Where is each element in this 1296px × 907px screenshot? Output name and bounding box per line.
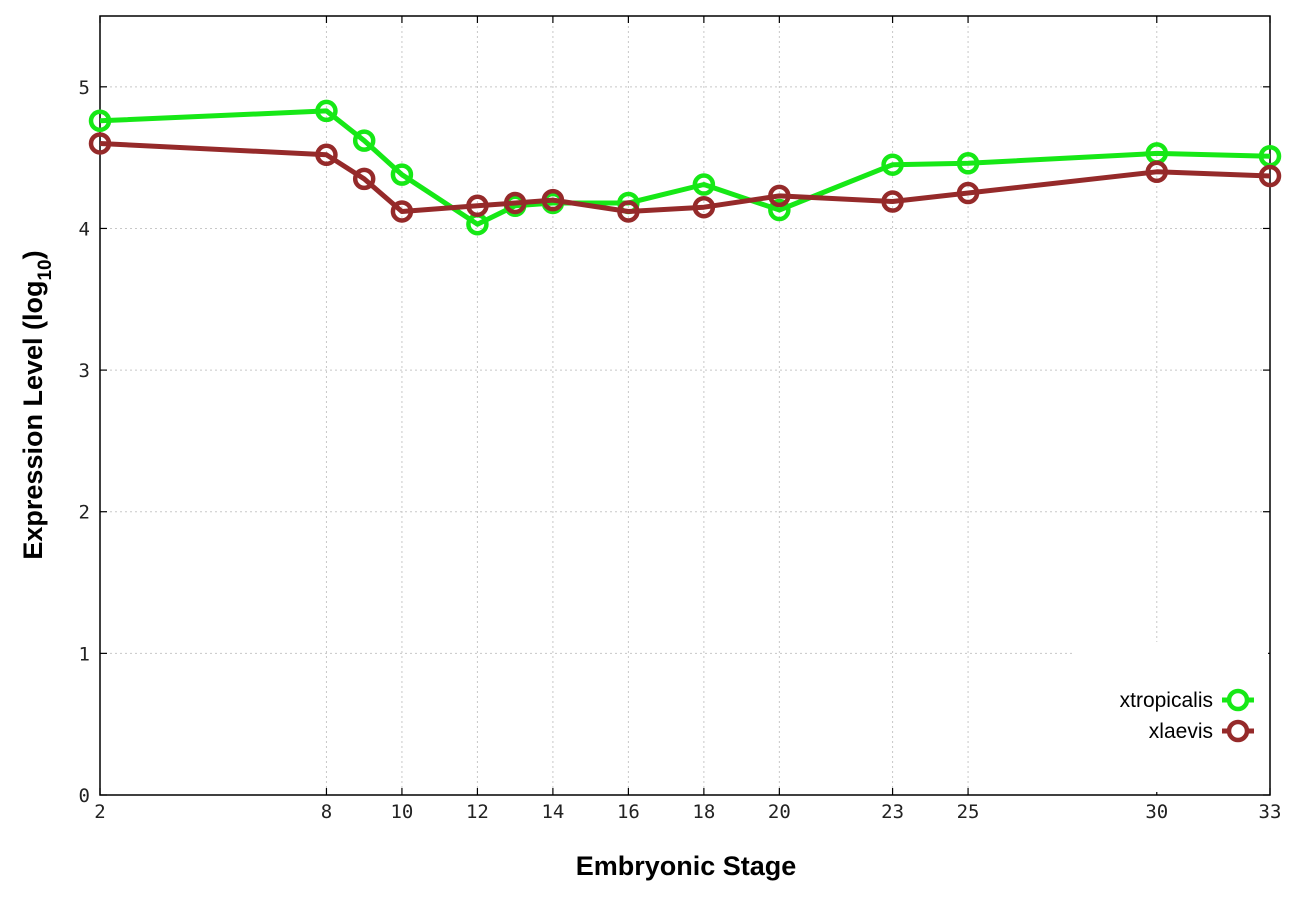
data-point-xtropicalis [352,129,376,152]
y-axis-title-subscript: 10 [35,259,56,280]
y-axis-title: Expression Level (log10) [18,250,56,559]
data-point-xlaevis [617,200,640,223]
series-layer [88,99,1282,236]
x-tick-label: 25 [957,801,980,823]
y-tick-labels: 0 1 2 3 4 5 [79,77,90,807]
y-tick-label: 3 [79,360,90,382]
y-tick-label: 1 [79,643,90,665]
x-axis-title: Embryonic Stage [576,851,797,881]
x-tick-label: 20 [768,801,791,823]
legend-label-xlaevis: xlaevis [1149,720,1213,743]
x-tick-labels: 2 8 10 12 14 16 18 20 23 25 30 33 [94,801,1281,823]
plot-frame [99,15,1271,796]
x-tick-label: 33 [1259,801,1282,823]
legend: xtropicalis xlaevis [1072,642,1268,792]
y-tick-label: 5 [79,77,90,99]
data-point-xlaevis [692,195,716,219]
data-point-xtropicalis [881,153,904,176]
y-tick-label: 2 [79,502,90,524]
data-point-xlaevis [881,190,904,213]
x-tick-label: 10 [390,801,413,823]
data-point-xlaevis [503,191,527,215]
y-tick-label: 4 [79,218,90,240]
series-xlaevis [88,132,1282,223]
data-point-xlaevis [315,143,338,167]
legend-label-xtropicalis: xtropicalis [1120,689,1213,712]
data-point-xlaevis [390,200,414,223]
y-axis-title-close: ) [18,250,48,259]
data-point-xlaevis [541,188,565,212]
data-point-xlaevis [466,194,489,218]
x-tick-label: 8 [321,801,332,823]
data-point-xlaevis [768,184,791,208]
data-point-xlaevis [352,167,376,191]
data-point-xlaevis [1145,160,1169,184]
x-tick-label: 18 [692,801,715,823]
series-xtropicalis [88,99,1282,236]
x-tick-label: 12 [466,801,489,823]
legend-swatch-marker [1226,719,1250,743]
data-point-xtropicalis [88,109,112,133]
x-tick-label: 14 [541,801,564,823]
x-tick-label: 23 [881,801,904,823]
legend-swatch-xtropicalis [1222,688,1254,712]
data-point-xlaevis [1258,164,1282,188]
data-point-xlaevis [956,181,980,205]
data-point-xtropicalis [692,173,716,196]
data-point-xlaevis [88,132,112,155]
x-tick-label: 2 [94,801,105,823]
legend-swatch-marker [1226,688,1250,712]
legend-background [1072,642,1268,792]
legend-swatch-xlaevis [1222,719,1254,743]
x-tick-label: 16 [617,801,640,823]
series-line-xlaevis [99,141,1271,214]
data-point-xtropicalis [768,198,791,222]
x-tick-label: 30 [1145,801,1168,823]
data-point-xtropicalis [390,163,414,186]
y-axis-title-main: Expression Level (log [18,281,48,560]
data-point-xtropicalis [315,99,338,123]
data-point-xtropicalis [956,152,980,175]
y-tick-label: 0 [79,785,90,807]
